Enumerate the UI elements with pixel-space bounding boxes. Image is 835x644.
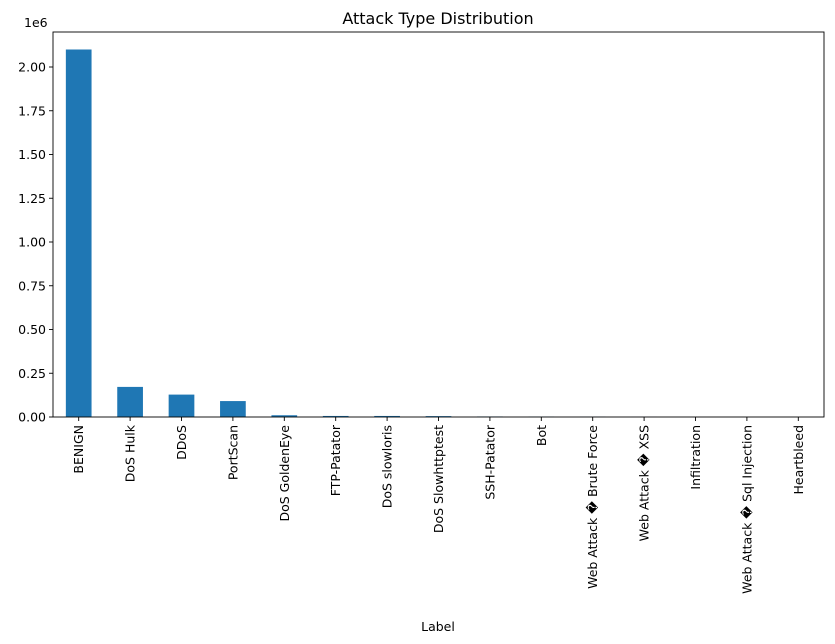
y-tick-label: 1.75	[18, 103, 46, 118]
x-tick-label: Web Attack � Brute Force	[585, 425, 600, 589]
x-tick-label: BENIGN	[71, 425, 86, 474]
x-axis-label: Label	[421, 619, 455, 634]
x-tick-label: DoS Hulk	[123, 424, 138, 482]
x-tick-label: Web Attack � XSS	[637, 425, 652, 541]
x-tick-label: Web Attack � Sql Injection	[739, 425, 754, 594]
x-tick-label: Infiltration	[688, 425, 703, 490]
bar	[65, 49, 92, 417]
chart-title: Attack Type Distribution	[342, 9, 533, 28]
bar	[117, 386, 143, 417]
x-tick-label: Bot	[534, 425, 549, 446]
x-tick-label: Heartbleed	[791, 425, 806, 495]
y-tick-label: 0.00	[18, 410, 46, 425]
y-tick-label: 2.00	[18, 60, 46, 75]
bar	[271, 415, 298, 417]
x-tick-label: PortScan	[225, 425, 240, 480]
y-axis: 0.00 0.25 0.50 0.75 1.00 1.25 1.50 1.75 2.00	[18, 60, 53, 425]
x-tick-label: DoS GoldenEye	[277, 425, 292, 522]
bar	[374, 415, 400, 417]
x-tick-label: FTP-Patator	[328, 424, 343, 496]
y-tick-label: 0.50	[18, 322, 46, 337]
bar	[322, 415, 349, 417]
bars-group	[65, 49, 812, 417]
y-tick-label: 0.25	[18, 366, 46, 381]
plot-frame	[52, 31, 825, 418]
y-tick-label: 1.00	[18, 235, 46, 250]
y-tick-label: 0.75	[18, 278, 46, 293]
bar	[168, 394, 195, 417]
y-tick-label: 1.25	[18, 191, 46, 206]
y-axis-offset-label: 1e6	[24, 15, 48, 30]
x-tick-label: SSH-Patator	[482, 424, 497, 500]
x-tick-label: DoS slowloris	[380, 425, 395, 508]
bar	[220, 401, 246, 417]
y-tick-label: 1.50	[18, 147, 46, 162]
x-tick-label: DDoS	[174, 425, 189, 460]
x-tick-label: DoS Slowhttptest	[431, 425, 446, 533]
x-axis: BENIGN DoS Hulk DDoS PortScan DoS GoldenEye F…	[71, 417, 806, 594]
